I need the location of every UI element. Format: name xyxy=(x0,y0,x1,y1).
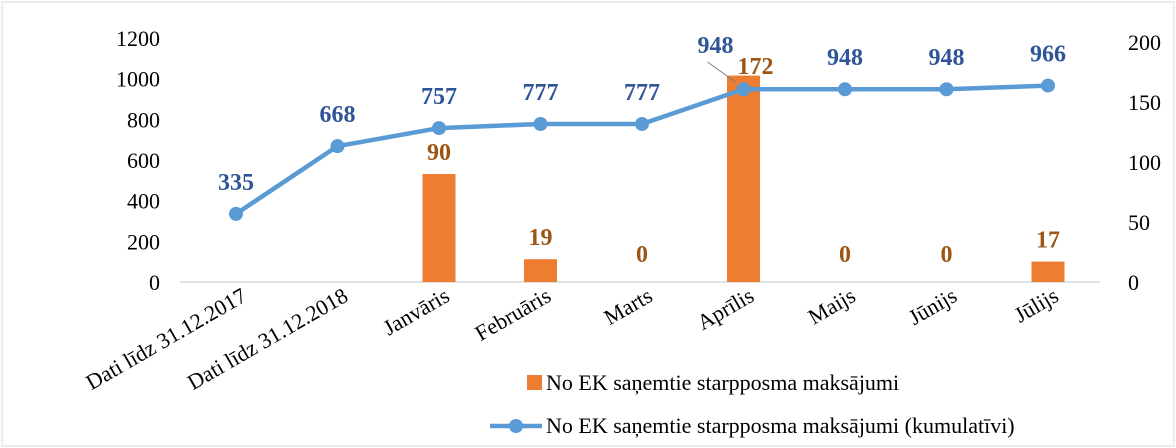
legend-line-label: No EK saņemtie starpposma maksājumi (kum… xyxy=(546,413,1015,438)
line-point xyxy=(1041,78,1055,93)
left-tick-label: 200 xyxy=(127,229,160,254)
bar xyxy=(1031,261,1065,282)
leader-line xyxy=(707,61,736,83)
bar-data-label: 17 xyxy=(1036,228,1060,254)
line-data-label: 757 xyxy=(421,84,457,110)
legend: No EK saņemtie starpposma maksājumi No E… xyxy=(490,370,1015,438)
line-data-label: 948 xyxy=(698,33,734,59)
right-tick-label: 100 xyxy=(1128,150,1161,175)
line-point xyxy=(736,82,751,97)
right-tick-label: 50 xyxy=(1128,210,1150,235)
bar-data-label: 19 xyxy=(529,225,553,251)
line-point xyxy=(939,82,954,97)
line-data-label: 335 xyxy=(218,170,254,196)
left-tick-label: 400 xyxy=(127,189,160,214)
line-point xyxy=(330,139,345,154)
line-data-label: 948 xyxy=(929,45,965,71)
legend-bar-swatch xyxy=(527,375,542,390)
data-labels: 335 668 757 777 777 948 948 948 966 90 19 0 172 0 0 17 xyxy=(218,33,1066,268)
right-tick-label: 150 xyxy=(1128,90,1161,115)
bar-series xyxy=(422,75,1065,282)
line-point xyxy=(635,117,649,132)
bar-data-label: 90 xyxy=(427,140,451,166)
line-point xyxy=(838,82,852,97)
line-point xyxy=(229,206,243,221)
line-data-label: 966 xyxy=(1030,42,1066,68)
bar xyxy=(422,174,456,282)
bar-data-label: 172 xyxy=(738,54,774,80)
bar xyxy=(524,259,557,282)
line-series xyxy=(229,78,1055,221)
legend-line-marker xyxy=(509,419,523,433)
bar xyxy=(727,75,760,282)
left-tick-label: 600 xyxy=(127,148,160,173)
line-data-label: 668 xyxy=(320,102,356,128)
line-point xyxy=(533,117,548,132)
left-tick-label: 0 xyxy=(149,270,160,295)
left-tick-label: 1200 xyxy=(116,26,160,51)
right-tick-label: 0 xyxy=(1128,270,1139,295)
right-axis: 0 50 100 150 200 xyxy=(1128,30,1161,295)
line-data-label: 777 xyxy=(523,80,559,106)
left-axis: 0 200 400 600 800 1000 1200 xyxy=(116,26,160,295)
left-tick-label: 1000 xyxy=(116,67,160,92)
bar-data-label: 0 xyxy=(839,242,851,268)
bar-data-label: 0 xyxy=(941,242,953,268)
left-tick-label: 800 xyxy=(127,107,160,132)
line-data-label: 948 xyxy=(827,45,863,71)
legend-bar-label: No EK saņemtie starpposma maksājumi xyxy=(546,370,899,395)
line-data-label: 777 xyxy=(624,80,660,106)
line-point xyxy=(432,121,446,136)
right-tick-label: 200 xyxy=(1128,30,1161,55)
bar-data-label: 0 xyxy=(636,242,648,268)
